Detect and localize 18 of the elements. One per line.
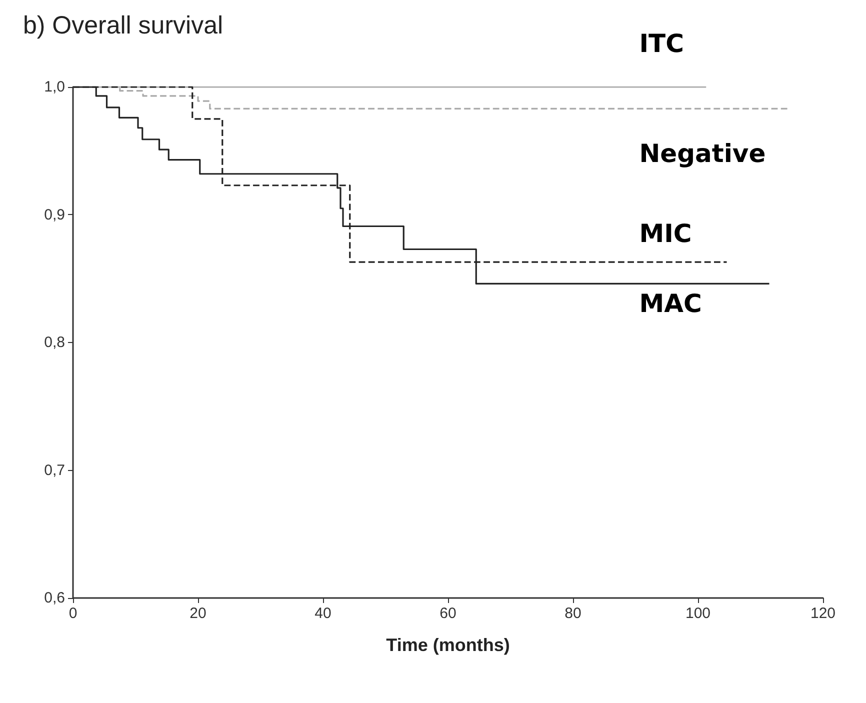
y-tick-label: 0,8 [44,334,65,351]
y-tick-label: 1,0 [44,78,65,96]
x-tick-label: 0 [68,605,78,622]
y-tick-label: 0,9 [44,206,65,224]
series-label: MAC [639,289,702,318]
x-tick-label: 60 [440,605,456,622]
series-label: MIC [639,219,692,248]
x-tick-label: 40 [314,605,332,622]
x-tick-label: 100 [685,605,711,622]
x-tick-label: 80 [564,605,582,622]
series-label: Negative [639,139,766,168]
x-axis-title: Time (months) [386,635,510,655]
y-tick-label: 0,7 [44,462,65,479]
series-label: ITC [639,29,684,58]
y-tick-label: 0,6 [44,590,65,606]
chart-title: b) Overall survival [23,12,224,40]
x-tick-label: 20 [190,605,206,622]
x-tick-label: 120 [810,605,836,622]
